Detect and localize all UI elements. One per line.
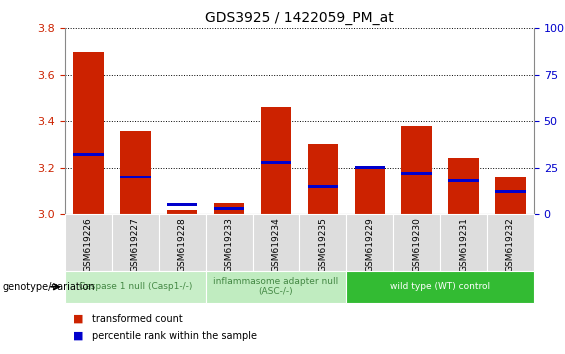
- Bar: [261, 161, 291, 164]
- Bar: [214, 207, 244, 210]
- Text: GSM619229: GSM619229: [366, 217, 374, 272]
- Bar: [496, 190, 525, 193]
- Bar: [355, 166, 385, 169]
- Bar: [440, 214, 487, 271]
- Text: percentile rank within the sample: percentile rank within the sample: [92, 331, 257, 341]
- Bar: [73, 153, 103, 156]
- Bar: [308, 144, 338, 214]
- Bar: [299, 214, 346, 271]
- Bar: [167, 204, 197, 206]
- Text: GSM619234: GSM619234: [272, 217, 280, 272]
- Bar: [65, 271, 206, 303]
- Bar: [496, 177, 525, 214]
- Text: wild type (WT) control: wild type (WT) control: [390, 282, 490, 291]
- Text: GSM619232: GSM619232: [506, 217, 515, 272]
- Text: genotype/variation: genotype/variation: [3, 282, 95, 292]
- Text: GSM619233: GSM619233: [225, 217, 233, 272]
- Title: GDS3925 / 1422059_PM_at: GDS3925 / 1422059_PM_at: [205, 11, 394, 24]
- Text: ■: ■: [73, 314, 84, 324]
- Bar: [167, 210, 197, 214]
- Bar: [214, 202, 244, 214]
- Bar: [346, 214, 393, 271]
- Bar: [355, 168, 385, 214]
- Bar: [308, 185, 338, 188]
- Bar: [159, 214, 206, 271]
- Text: GSM619230: GSM619230: [412, 217, 421, 272]
- Bar: [402, 172, 432, 175]
- Text: transformed count: transformed count: [92, 314, 182, 324]
- Text: GSM619235: GSM619235: [319, 217, 327, 272]
- Bar: [261, 107, 291, 214]
- Bar: [253, 214, 299, 271]
- Bar: [120, 176, 150, 178]
- Bar: [65, 214, 112, 271]
- Text: GSM619226: GSM619226: [84, 217, 93, 272]
- Text: GSM619228: GSM619228: [178, 217, 186, 272]
- Bar: [112, 214, 159, 271]
- Bar: [206, 271, 346, 303]
- Bar: [206, 214, 253, 271]
- Text: Caspase 1 null (Casp1-/-): Caspase 1 null (Casp1-/-): [79, 282, 192, 291]
- Text: ■: ■: [73, 331, 84, 341]
- Bar: [449, 179, 479, 182]
- Bar: [393, 214, 440, 271]
- Bar: [402, 126, 432, 214]
- Text: GSM619227: GSM619227: [131, 217, 140, 272]
- Text: GSM619231: GSM619231: [459, 217, 468, 272]
- Text: inflammasome adapter null
(ASC-/-): inflammasome adapter null (ASC-/-): [214, 277, 338, 296]
- Bar: [73, 52, 103, 214]
- Bar: [120, 131, 150, 214]
- Bar: [487, 214, 534, 271]
- Bar: [449, 158, 479, 214]
- Bar: [346, 271, 534, 303]
